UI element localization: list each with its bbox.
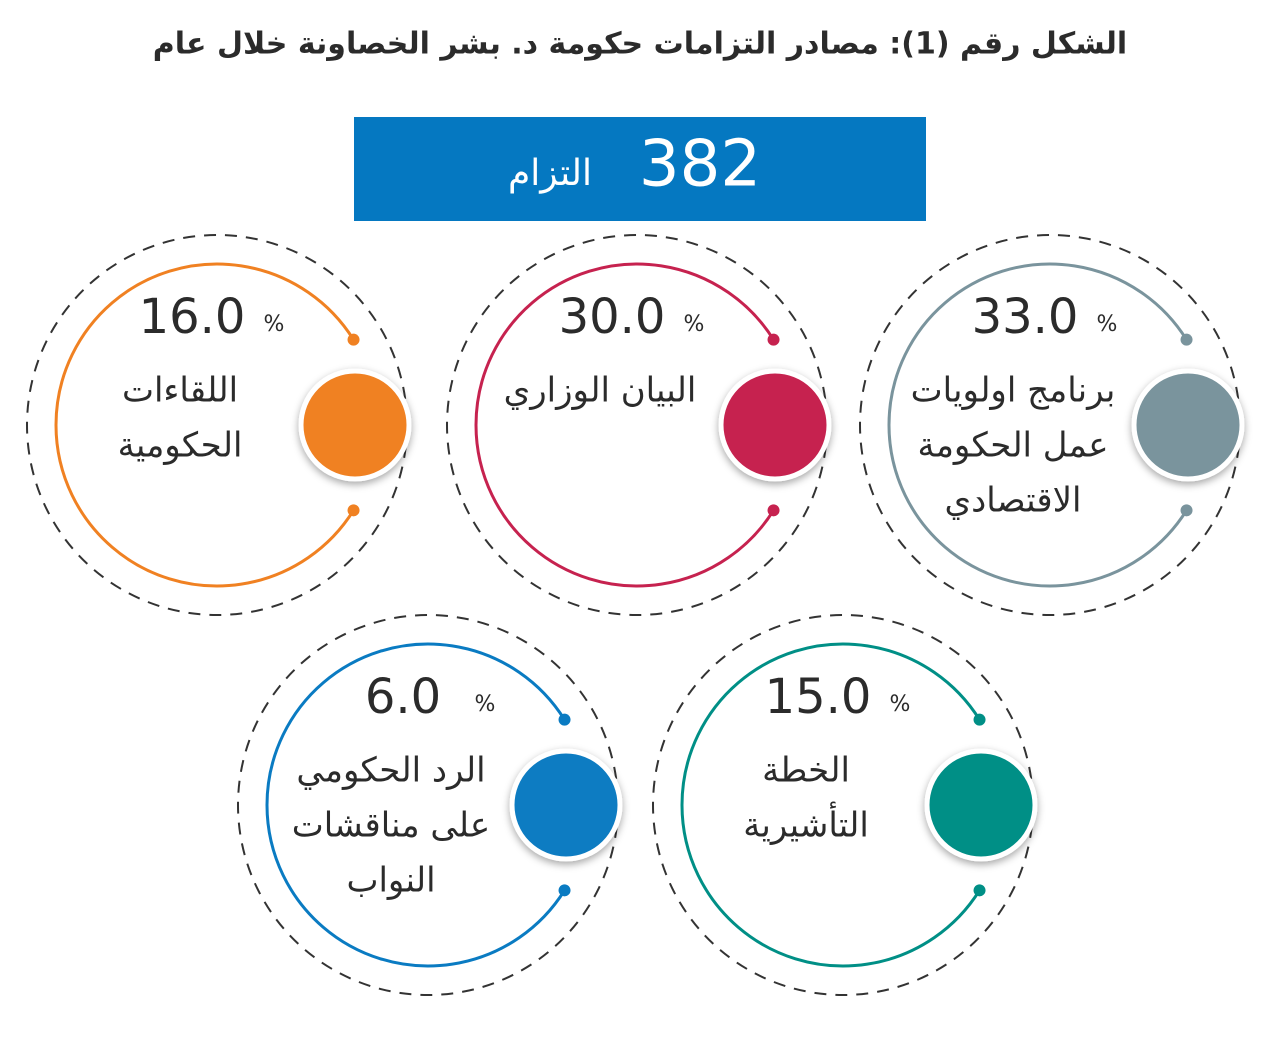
badge bbox=[298, 368, 412, 482]
item-label: التأشيرية bbox=[743, 802, 869, 846]
arc-dot bbox=[767, 504, 780, 517]
item-label: الخطة bbox=[762, 751, 850, 791]
percent-value: 6.0 bbox=[365, 669, 441, 725]
percent-sign: % bbox=[684, 312, 705, 337]
total-number: 382 bbox=[639, 128, 761, 202]
ring-arc bbox=[265, 642, 566, 968]
ring-arc bbox=[54, 262, 355, 588]
item-label: برنامج اولويات bbox=[911, 371, 1116, 411]
percent-sign: % bbox=[475, 692, 496, 717]
total-box bbox=[354, 117, 926, 221]
item-label: البيان الوزاري bbox=[504, 371, 697, 411]
item-label: الرد الحكومي bbox=[296, 751, 485, 791]
arc-dot bbox=[558, 713, 571, 726]
arc-dot bbox=[347, 504, 360, 517]
arc-dot bbox=[767, 333, 780, 346]
badge bbox=[718, 368, 832, 482]
item-label: الاقتصادي bbox=[945, 481, 1082, 521]
ring-arc bbox=[680, 642, 981, 968]
percent-value: 16.0 bbox=[139, 289, 246, 345]
item-label: النواب bbox=[346, 861, 435, 901]
arc-dot bbox=[973, 713, 986, 726]
arc-dot bbox=[1180, 333, 1193, 346]
arc-dot bbox=[973, 884, 986, 897]
percent-value: 33.0 bbox=[972, 289, 1079, 345]
percent-value: 15.0 bbox=[765, 669, 872, 725]
item-label: اللقاءات bbox=[122, 371, 238, 411]
badge bbox=[1131, 368, 1245, 482]
item-label: الحكومية bbox=[118, 426, 243, 466]
percent-sign: % bbox=[1097, 312, 1118, 337]
badge bbox=[924, 748, 1038, 862]
arc-dot bbox=[347, 333, 360, 346]
total-label: التزام bbox=[508, 153, 592, 194]
percent-value: 30.0 bbox=[559, 289, 666, 345]
ring-arc bbox=[887, 262, 1188, 588]
arc-dot bbox=[558, 884, 571, 897]
badge bbox=[509, 748, 623, 862]
ring-arc bbox=[474, 262, 775, 588]
title: الشكل رقم (1): مصادر التزامات حكومة د. ب… bbox=[153, 27, 1127, 62]
percent-sign: % bbox=[264, 312, 285, 337]
arc-dot bbox=[1180, 504, 1193, 517]
item-label: عمل الحكومة bbox=[917, 426, 1108, 466]
item-label: على مناقشات bbox=[292, 806, 490, 846]
percent-sign: % bbox=[890, 692, 911, 717]
